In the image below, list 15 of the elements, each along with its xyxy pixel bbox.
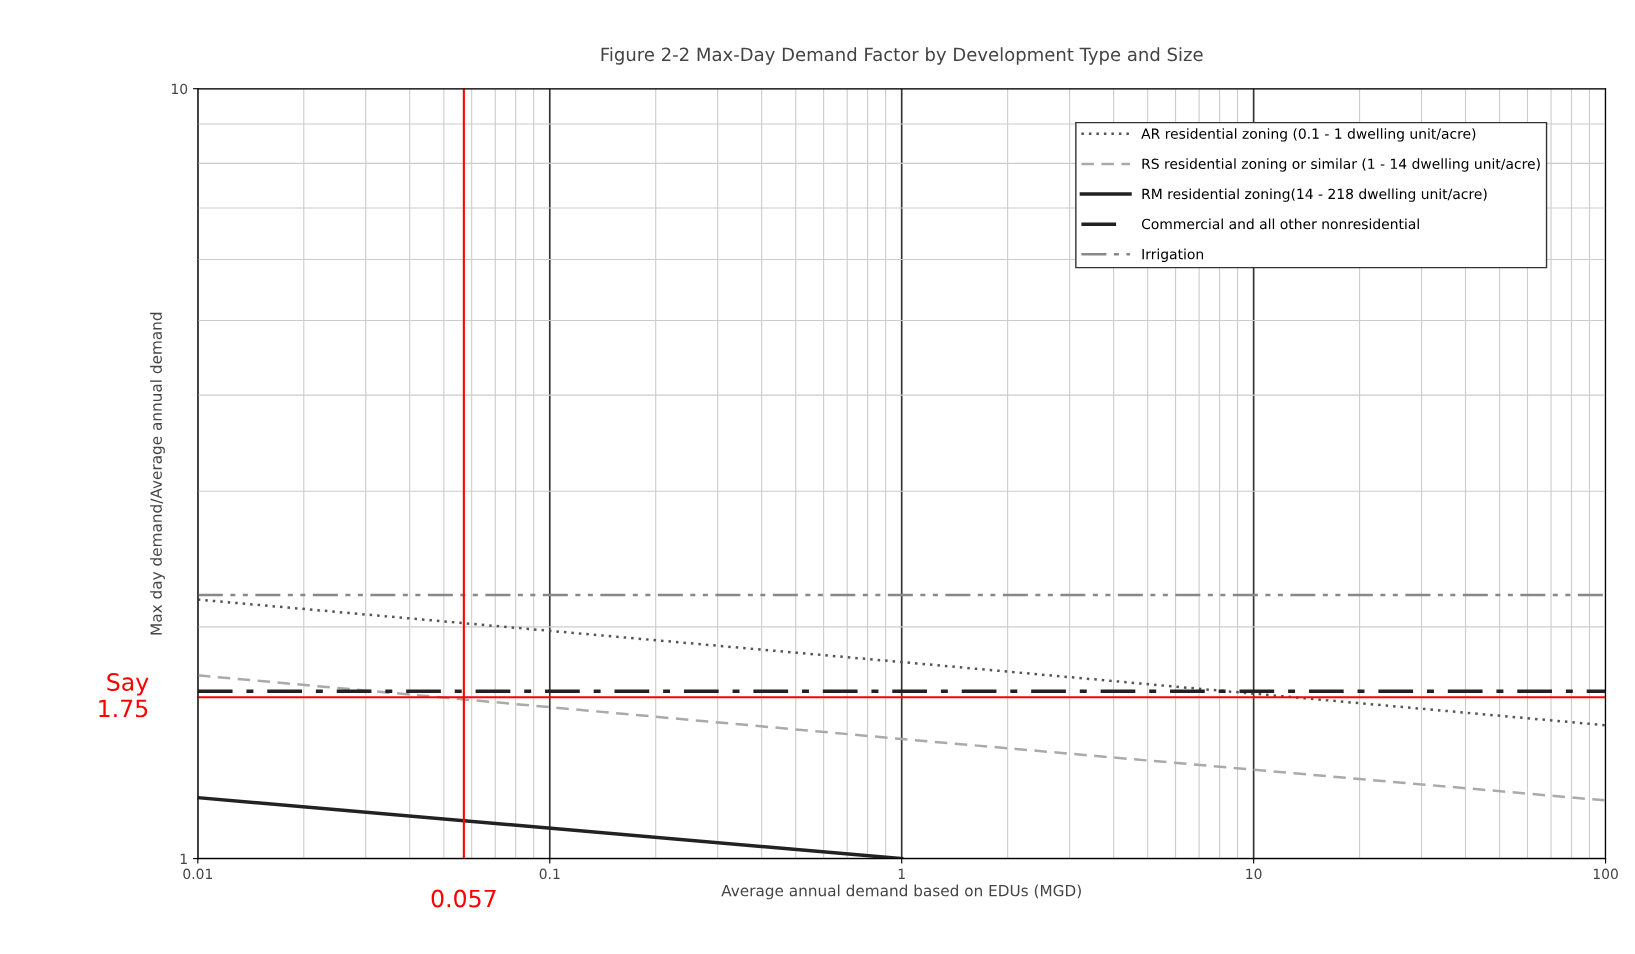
x-tick-label: 0.1 [539,868,560,880]
legend-label: AR residential zoning (0.1 - 1 dwelling unit/acre) [1141,128,1476,142]
legend-label: Irrigation [1142,248,1204,263]
y-axis-title: Max day demand/Average annual demand [150,312,165,635]
legend-label: Commercial and all other nonresidential [1141,218,1419,230]
x-tick-label: 100 [1593,868,1618,880]
ref-line-label: Say 1.75 [99,673,149,718]
x-tick-label: 1 [898,868,905,879]
chart-title: Figure 2-2 Max-Day Demand Factor by Development Type and Size [601,47,1203,65]
x-tick-label: 0.01 [183,868,213,880]
ref-line-label: 0.057 [431,889,496,908]
legend-label: RS residential zoning or similar (1 - 14 dwelling unit/acre) [1142,158,1540,172]
x-axis-title: Average annual demand based on EDUs (MGD) [721,884,1081,900]
x-tick-label: 10 [1246,868,1262,880]
legend-label: RM residential zoning(14 - 218 dwelling unit/acre) [1142,188,1487,202]
